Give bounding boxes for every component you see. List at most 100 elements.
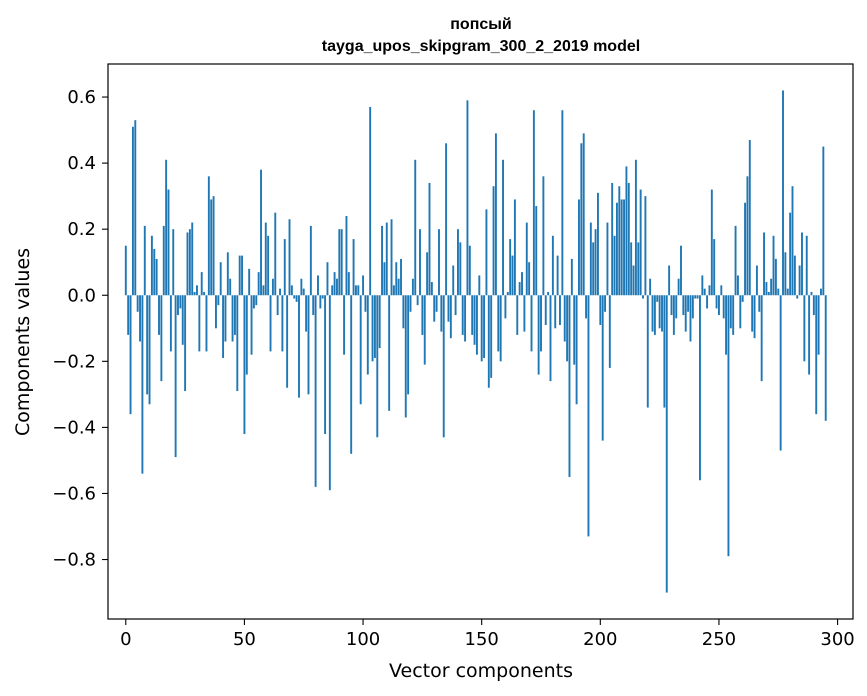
bar — [390, 219, 393, 296]
bar — [333, 272, 336, 296]
bar — [226, 252, 229, 296]
bar — [447, 295, 450, 322]
bar — [544, 295, 547, 325]
bar — [295, 295, 298, 302]
bar — [414, 159, 417, 296]
bar — [561, 110, 564, 296]
bar — [665, 295, 668, 593]
y-tick-label: −0.4 — [52, 417, 96, 438]
bar — [497, 295, 500, 352]
bar — [454, 295, 457, 316]
bar — [181, 295, 184, 345]
bar — [658, 295, 661, 329]
bar — [419, 229, 421, 296]
bar — [618, 186, 621, 296]
bar — [433, 295, 436, 322]
bar — [321, 295, 324, 299]
x-axis-ticks: 0 50 100 150 200 250 300 — [120, 619, 855, 650]
bar — [193, 291, 196, 296]
bar — [504, 295, 507, 319]
x-tick-label: 250 — [702, 629, 736, 650]
bar — [274, 212, 277, 296]
bar — [293, 295, 296, 299]
bar — [426, 252, 429, 296]
bar — [594, 229, 597, 296]
bar — [340, 229, 343, 296]
bar — [796, 295, 799, 299]
bar — [535, 206, 538, 296]
bar — [786, 288, 789, 296]
bar — [604, 295, 607, 312]
bar — [475, 295, 478, 355]
bar — [376, 295, 379, 438]
bar — [763, 232, 765, 296]
bar — [492, 186, 495, 296]
bar — [248, 268, 251, 296]
bar — [331, 285, 334, 296]
y-tick-label: −0.2 — [52, 351, 96, 372]
bar — [789, 212, 792, 296]
bar — [770, 278, 773, 296]
bar — [255, 295, 258, 306]
bar — [490, 295, 493, 378]
bar — [549, 295, 552, 382]
bar — [803, 295, 806, 362]
bar — [383, 262, 386, 296]
bar — [696, 295, 699, 299]
bar — [169, 295, 172, 352]
bar — [777, 288, 780, 296]
bar — [286, 295, 289, 388]
bar — [566, 295, 569, 362]
bar — [411, 278, 414, 296]
bar — [739, 295, 742, 329]
bar — [309, 225, 312, 296]
x-tick-label: 0 — [120, 629, 131, 650]
bar — [397, 278, 400, 296]
bar — [744, 202, 746, 296]
bar — [703, 288, 706, 296]
bar — [345, 215, 348, 296]
bar — [668, 265, 671, 296]
bar — [243, 295, 246, 434]
bar — [452, 265, 455, 296]
bar — [288, 219, 291, 296]
bar — [257, 272, 260, 296]
bar — [150, 235, 153, 296]
bar — [556, 255, 559, 296]
bar — [580, 143, 583, 296]
bar — [774, 258, 777, 296]
bar — [725, 295, 728, 355]
bar — [623, 199, 625, 296]
bar — [141, 295, 144, 474]
bar — [305, 295, 308, 332]
bar — [559, 295, 561, 325]
bar — [815, 295, 818, 415]
bar — [755, 265, 758, 296]
bar — [620, 199, 623, 296]
bar — [537, 295, 540, 375]
bar — [260, 169, 262, 296]
y-tick-label: 0.2 — [67, 219, 96, 240]
bar — [578, 199, 580, 296]
bar — [729, 295, 732, 329]
bar — [499, 295, 502, 362]
bar — [155, 258, 158, 296]
bar — [575, 295, 578, 405]
bar — [366, 295, 369, 375]
bar — [440, 295, 443, 332]
bar — [146, 295, 149, 395]
bar — [468, 245, 471, 296]
bar — [143, 225, 146, 296]
bar — [516, 295, 519, 335]
bar — [634, 159, 637, 296]
bar — [494, 133, 497, 296]
bar — [231, 295, 234, 342]
bar — [511, 255, 514, 296]
bar — [480, 295, 483, 362]
bar — [238, 255, 241, 296]
bar — [362, 275, 365, 296]
bar — [589, 222, 592, 296]
bar — [625, 166, 628, 296]
bar — [158, 295, 160, 335]
bar — [670, 295, 673, 316]
